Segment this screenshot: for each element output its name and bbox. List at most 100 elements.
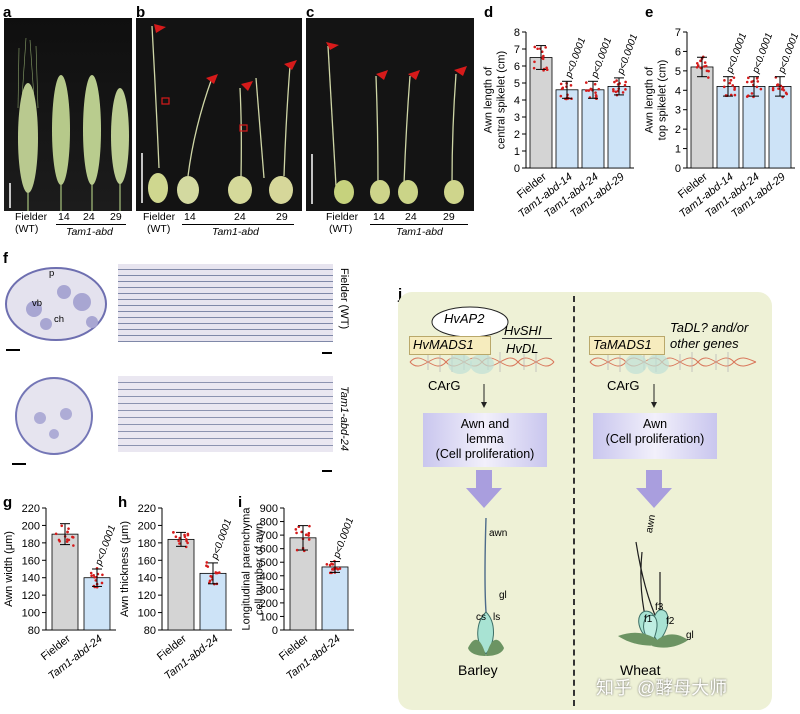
p-value-label: p<0.0001 [209,518,234,562]
diagram-divider [573,296,575,706]
data-point [178,542,181,545]
tag-tam1-abd-24: Tam1-abd-24 [338,386,350,452]
y-tick-label: 6 [675,46,681,58]
y-axis-title: Awn length of [644,66,656,133]
title-barley: Barley [458,662,498,678]
data-point [732,76,736,79]
label-barley-gl: gl [499,590,507,601]
y-tick-label: 5 [514,78,520,90]
y-tick-label: 220 [22,503,40,515]
y-tick-label: 100 [22,608,40,620]
box-awn-wheat: Awn (Cell proliferation) [593,413,717,459]
data-point [707,76,710,79]
p-value-label: p<0.0001 [724,31,749,75]
y-tick-label: 2 [675,124,681,136]
y-axis-title: central spikelet (cm) [496,51,508,149]
tissue-label-p: p [49,268,55,279]
photo-central-spikelet [136,18,302,211]
data-point [704,64,708,68]
bar [51,533,79,631]
panel-label-i: i [238,494,243,511]
data-point [775,83,779,87]
bar [607,86,631,169]
y-tick-label: 600 [260,544,278,556]
data-point [66,530,69,534]
data-point [57,538,61,542]
label-barley-cs: cs [476,612,486,623]
y-tick-label: 400 [260,571,278,583]
data-point [100,581,104,585]
data-point [733,93,737,97]
panel-label-b: b [136,4,146,21]
panel-label-h: h [118,494,128,511]
data-point [587,89,591,92]
data-point [72,544,75,547]
tag-mut-wrap: Tam1-abd-24 [336,386,350,466]
y-tick-label: 160 [138,555,156,567]
data-point [733,88,736,91]
data-point [307,534,310,537]
data-point [172,531,175,534]
gene-box-tamads1 [589,336,665,355]
data-point [544,46,547,49]
y-tick-label: 5 [675,66,681,78]
motif-carg-barley: CArG [428,378,461,393]
y-tick-label: 80 [144,625,156,637]
panel-label-d: d [484,4,494,21]
data-point [584,81,588,84]
data-point [216,571,219,575]
data-point [90,574,93,578]
panel-label-c: c [306,4,315,21]
panel-label-f: f [3,250,8,267]
gene-hvshi: HvSHI [504,323,542,338]
scale-bar-f4 [322,470,332,472]
cross-section-mutant [14,376,94,456]
data-point [54,532,58,536]
data-point [71,535,74,539]
data-point [729,93,733,97]
data-point [759,87,763,91]
data-point [184,538,188,541]
data-point [756,80,760,83]
data-point [623,83,627,87]
data-point [699,59,702,63]
bar [581,89,605,169]
label-a-tam: Tam1-abd [66,226,113,238]
y-tick-label: 700 [260,530,278,542]
watermark: 知乎 @酵母大师 [596,678,728,698]
p-value-label: p<0.0001 [331,516,356,560]
data-point [695,65,699,69]
y-tick-label: 3 [675,105,681,117]
y-tick-label: 0 [514,163,520,175]
data-point [624,80,627,84]
label-c-29: 29 [443,211,455,223]
label-a-fielder: Fielder [15,211,48,223]
data-point [540,50,544,54]
y-tick-label: 4 [514,95,520,107]
cross-section-mutant-drawing [15,377,93,455]
data-point [569,84,573,87]
data-point [295,548,299,552]
top-spikelet-drawing [311,42,467,204]
data-point [771,86,775,90]
chart-h: 80 100 120 140 160 180 200 220 Awn thickness (μm… [119,503,234,682]
photo-wheat-spikes [4,18,132,211]
data-point [597,87,601,91]
data-point [771,88,775,92]
data-point [593,82,597,86]
scale-bar-f2 [322,352,332,354]
tissue-label-vb: vb [32,298,43,309]
data-point [703,61,707,64]
data-point [612,89,615,93]
p-value-label: p<0.0001 [750,31,775,75]
data-point [541,57,545,61]
data-point [101,573,104,577]
y-tick-label: 300 [260,584,278,596]
y-axis-title: Awn thickness (μm) [119,521,131,617]
y-tick-label: 1 [514,146,520,158]
data-point [532,66,536,70]
data-point [559,82,563,86]
gene-tadl: TaDL? and/or other genes [670,320,749,351]
